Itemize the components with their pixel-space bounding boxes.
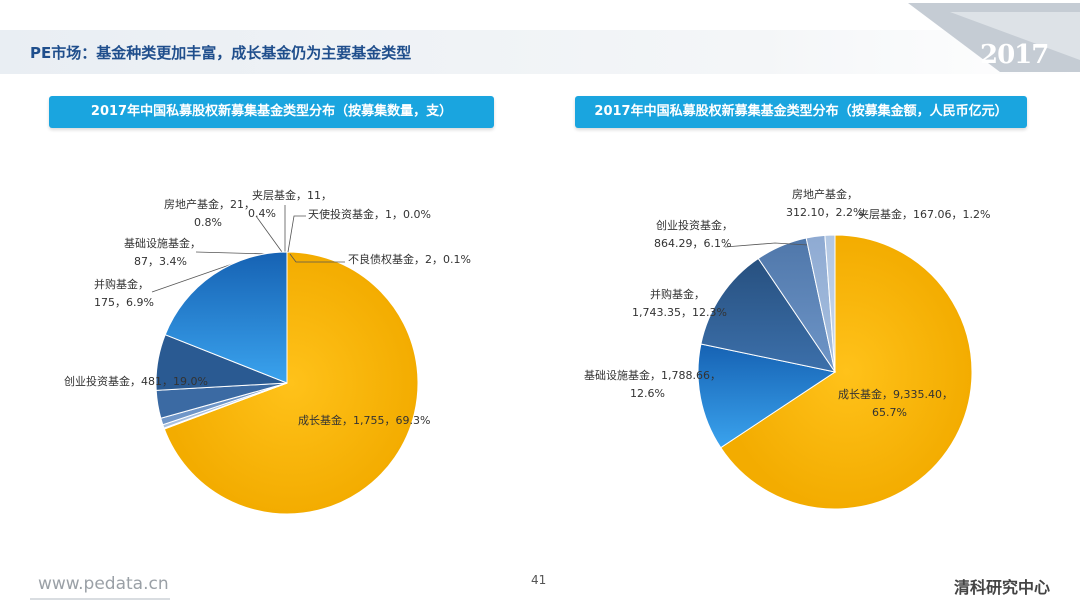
footer-divider bbox=[30, 598, 170, 600]
leader-line-6 bbox=[151, 261, 239, 293]
slice-label-6: 并购基金， 175，6.9% bbox=[94, 277, 154, 309]
leader-line-1 bbox=[289, 253, 345, 263]
pie-slice-1 bbox=[697, 343, 837, 449]
slice-label-5: 基础设施基金， 87，3.4% bbox=[124, 236, 201, 268]
slice-label-7: 创业投资基金，481，19.0% bbox=[64, 374, 208, 388]
left-chart-title: 2017年中国私募股权新募集基金类型分布（按募集数量，支） bbox=[49, 96, 494, 128]
leader-line-2 bbox=[287, 215, 306, 253]
slice-label-2: 并购基金， 1,743.35，12.3% bbox=[632, 287, 727, 319]
slice-label-4: 房地产基金， 312.10，2.2% bbox=[786, 187, 863, 219]
slice-label-5: 夹层基金，167.06，1.2% bbox=[858, 207, 990, 221]
footer-url[interactable]: www.pedata.cn bbox=[38, 574, 169, 594]
leader-line-4 bbox=[255, 215, 283, 253]
slice-label-0: 成长基金，1,755，69.3% bbox=[298, 413, 430, 427]
pie-slice-2 bbox=[700, 257, 837, 373]
pie-slice-5 bbox=[824, 234, 836, 373]
slice-label-1: 不良债权基金，2，0.1% bbox=[348, 252, 471, 266]
pie-slice-0 bbox=[163, 251, 419, 515]
leader-line-5 bbox=[195, 251, 271, 255]
page-title: PE市场：基金种类更加丰富，成长基金仍为主要基金类型 bbox=[30, 44, 412, 62]
leader-line-3 bbox=[724, 242, 809, 248]
left-pie: 成长基金，1,755，69.3% 不良债权基金，2，0.1% 天使投资基金，1，0.… bbox=[64, 188, 471, 515]
slice-label-0: 成长基金，9,335.40， 65.7% bbox=[838, 387, 953, 419]
org-logo: 清科研究中心 bbox=[954, 578, 1051, 597]
pie-slice-7 bbox=[164, 251, 288, 384]
right-pie: 成长基金，9,335.40， 65.7% 基础设施基金，1,788.66， 12.6%… bbox=[584, 187, 990, 510]
slice-label-3: 创业投资基金， 864.29，6.1% bbox=[654, 218, 733, 250]
slice-label-4: 房地产基金，21， 0.8% bbox=[164, 197, 255, 229]
slice-label-2: 天使投资基金，1，0.0% bbox=[308, 207, 431, 221]
pie-slice-0 bbox=[720, 234, 973, 510]
slice-label-1: 基础设施基金，1,788.66， 12.6% bbox=[584, 368, 721, 400]
slice-label-3: 夹层基金，11， 0.4% bbox=[248, 188, 332, 220]
page-number: 41 bbox=[531, 573, 547, 587]
header-band bbox=[0, 30, 1080, 74]
right-chart-title: 2017年中国私募股权新募集基金类型分布（按募集金额，人民币亿元） bbox=[575, 96, 1027, 128]
year-logo: 2017 bbox=[980, 40, 1049, 70]
